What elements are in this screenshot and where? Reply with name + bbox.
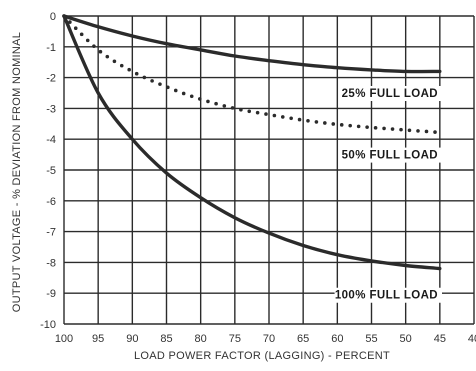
x-tick-label: 85 <box>160 333 172 345</box>
y-tick-label: -10 <box>40 319 56 331</box>
y-tick-label: -7 <box>46 227 56 239</box>
series-labels: 25% FULL LOAD 50% FULL LOAD 100% FULL LOAD <box>334 86 442 303</box>
x-tick-label: 90 <box>126 333 138 345</box>
x-tick-label: 65 <box>297 333 309 345</box>
x-tick-label: 50 <box>400 333 412 345</box>
x-tick-label: 45 <box>434 333 446 345</box>
series-group <box>62 14 442 271</box>
y-tick-label: -2 <box>46 73 56 85</box>
y-tick-label: -6 <box>46 196 56 208</box>
y-tick-label: 0 <box>50 11 56 23</box>
x-tick-label: 75 <box>229 333 241 345</box>
series-100-full-load <box>62 14 442 271</box>
label-25-full-load: 25% FULL LOAD <box>342 88 438 100</box>
x-tick-labels: 100 95 90 85 80 75 70 65 60 55 50 45 40 <box>55 333 476 345</box>
label-50-full-load: 50% FULL LOAD <box>342 150 438 162</box>
series-25-full-load <box>62 14 442 74</box>
x-axis-title: LOAD POWER FACTOR (LAGGING) - PERCENT <box>134 350 390 362</box>
x-tick-label: 55 <box>365 333 377 345</box>
label-background <box>341 86 442 101</box>
y-tick-labels: 0 -1 -2 -3 -4 -5 -6 -7 -8 -9 -10 <box>40 11 56 331</box>
x-tick-label: 100 <box>55 333 73 345</box>
y-axis-title: OUTPUT VOLTAGE - % DEVIATION FROM NOMINA… <box>11 32 23 312</box>
y-tick-label: -3 <box>46 103 56 115</box>
y-tick-label: -9 <box>46 288 56 300</box>
label-background <box>334 287 442 303</box>
x-tick-label: 80 <box>195 333 207 345</box>
series-50-full-load <box>62 14 442 135</box>
label-100-full-load: 100% FULL LOAD <box>335 290 438 302</box>
x-tick-label: 60 <box>331 333 343 345</box>
x-tick-label: 70 <box>263 333 275 345</box>
y-tick-label: -4 <box>46 134 56 146</box>
x-tick-label: 95 <box>92 333 104 345</box>
y-tick-label: -1 <box>46 42 56 54</box>
x-tick-label: 40 <box>468 333 476 345</box>
label-background <box>341 147 442 163</box>
y-tick-label: -5 <box>46 165 56 177</box>
y-tick-label: -8 <box>46 257 56 269</box>
